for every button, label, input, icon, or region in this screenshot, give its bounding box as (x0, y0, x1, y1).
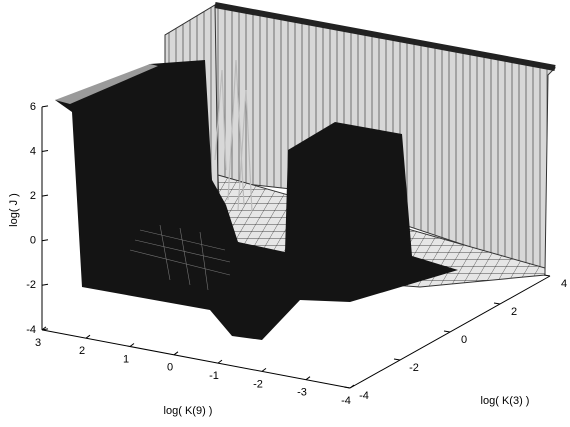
x-axis-title: log( K(9) ) (164, 405, 213, 417)
y-axis-title: log( K(3) ) (481, 395, 530, 407)
spikes (214, 59, 253, 213)
z-tick (41, 194, 49, 197)
y-tick-label: -4 (359, 390, 369, 402)
surface-mesh (129, 224, 231, 291)
surface (55, 2, 557, 340)
z-tick-label: -2 (26, 279, 36, 291)
x-tick (41, 326, 47, 331)
x-tick (261, 367, 267, 372)
y-tick-label: -2 (409, 362, 419, 374)
z-tick-label: 2 (30, 190, 36, 202)
z-tick (41, 105, 49, 108)
x-tick-label: 1 (123, 353, 129, 365)
x-axis-line (41, 329, 351, 389)
y-tick (543, 274, 551, 277)
x-tick-label: 2 (79, 345, 85, 357)
z-tick-label: -4 (26, 324, 36, 336)
z-tick (41, 283, 49, 286)
y-tick (393, 358, 401, 361)
z-tick (41, 150, 49, 152)
y-tick (443, 330, 451, 333)
x-tick-label: 3 (35, 337, 41, 349)
surface-mass (55, 60, 458, 340)
y-tick (493, 302, 501, 305)
z-tick (41, 239, 49, 242)
z-axis-title: log( J ) (8, 193, 20, 227)
x-tick-label: 0 (167, 362, 173, 374)
x-tick (85, 334, 91, 339)
axes: log( J ) log( K(9) ) log( K(3) ) -4 -2 0 2 4… (8, 101, 567, 417)
y-tick (343, 386, 351, 389)
x-tick (305, 376, 311, 381)
z-tick-label: 6 (30, 101, 36, 113)
z-tick-label: 4 (30, 145, 36, 157)
x-tick (217, 359, 223, 364)
surface-top (55, 64, 158, 104)
x-tick-label: -1 (209, 370, 219, 382)
x-tick-label: -3 (297, 387, 307, 399)
x-tick (173, 351, 179, 356)
x-tick-label: -2 (253, 378, 263, 390)
top-edge (214, 2, 556, 71)
z-tick-label: 0 (30, 235, 36, 247)
x-tick-label: -4 (341, 395, 351, 407)
y-tick-label: 0 (461, 334, 467, 346)
x-tick (129, 343, 135, 347)
x-tick (349, 384, 355, 389)
y-tick-label: 2 (511, 306, 517, 318)
y-tick-label: 4 (561, 278, 567, 290)
